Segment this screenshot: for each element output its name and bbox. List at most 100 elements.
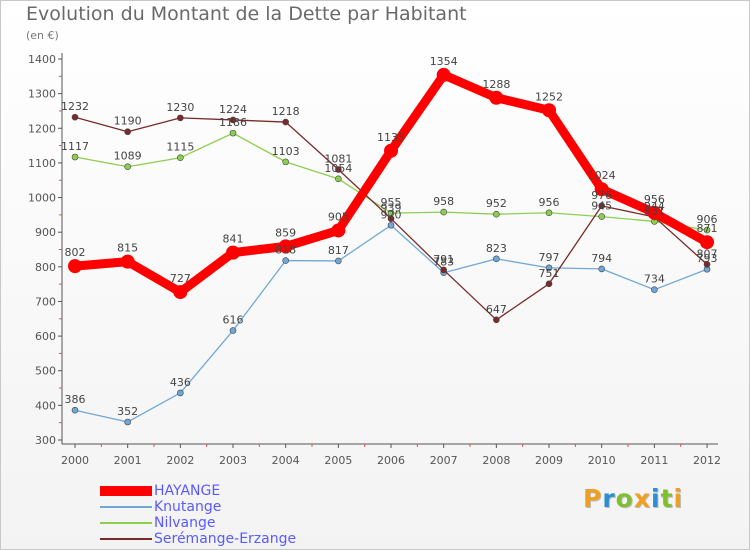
data-point (335, 175, 342, 183)
data-point (440, 208, 447, 216)
data-point (700, 235, 715, 250)
data-label: 871 (697, 222, 718, 235)
data-point (598, 265, 606, 273)
data-label: 802 (65, 246, 86, 259)
data-point (282, 158, 289, 166)
x-tick-label: 2003 (219, 454, 247, 467)
data-point (177, 154, 184, 162)
data-point (542, 103, 557, 118)
logo-letter: o (615, 484, 634, 513)
logo-letter: i (673, 484, 684, 513)
data-label: 386 (65, 393, 86, 406)
data-label: 976 (591, 189, 612, 202)
logo-letter: P (583, 484, 603, 513)
data-point (545, 280, 553, 288)
data-point (124, 128, 131, 136)
data-point (120, 254, 135, 269)
data-point (489, 90, 504, 105)
data-label: 931 (644, 204, 665, 217)
data-point (278, 239, 293, 254)
data-point (229, 129, 237, 137)
data-point (387, 221, 395, 229)
data-point (335, 257, 342, 265)
logo-letter: t (660, 484, 674, 513)
data-point (436, 67, 451, 82)
data-point (282, 257, 289, 264)
x-tick-label: 2000 (61, 454, 89, 467)
data-label: 1230 (166, 101, 194, 114)
data-point (335, 166, 342, 173)
data-label: 1115 (166, 141, 194, 154)
x-tick-label: 2008 (482, 454, 510, 467)
data-label: 793 (697, 252, 718, 265)
data-point (173, 285, 188, 300)
data-point (651, 286, 658, 293)
data-label: 797 (539, 251, 560, 264)
data-label: 956 (539, 196, 560, 209)
data-label: 920 (381, 208, 402, 221)
data-label: 1190 (114, 115, 142, 128)
logo-letter: i (651, 484, 661, 513)
legend-label: Serémange-Erzange (154, 531, 297, 547)
data-point (594, 182, 609, 197)
proxiti-logo: Proxiti (583, 484, 683, 513)
data-point (177, 114, 184, 122)
legend-swatch (100, 506, 152, 508)
data-point (598, 213, 606, 220)
data-point (229, 116, 237, 124)
data-label: 1089 (114, 150, 142, 163)
data-label: 734 (644, 273, 665, 286)
data-label: 647 (486, 303, 507, 316)
y-tick-label: 400 (35, 399, 56, 412)
legend-label: HAYANGE (154, 483, 221, 499)
data-label: 905 (328, 210, 349, 223)
x-tick-label: 2006 (377, 454, 405, 467)
data-label: 906 (697, 213, 718, 226)
data-label: 1252 (535, 90, 563, 103)
data-label: 727 (170, 272, 191, 285)
data-label: 751 (539, 267, 560, 280)
data-point (387, 215, 395, 222)
data-point (493, 316, 500, 324)
data-label: 841 (223, 233, 244, 246)
data-point (331, 223, 346, 238)
data-point (71, 406, 79, 414)
y-tick-label: 700 (35, 295, 56, 308)
data-label: 956 (644, 193, 665, 206)
data-label: 1054 (324, 162, 352, 175)
data-point (71, 153, 79, 161)
data-label: 436 (170, 376, 191, 389)
data-label: 1186 (219, 116, 247, 129)
x-tick-label: 2010 (588, 454, 616, 467)
y-tick-label: 1100 (28, 157, 56, 170)
data-label: 1232 (61, 100, 89, 113)
data-point (229, 327, 237, 334)
data-label: 818 (275, 244, 296, 257)
data-point (226, 245, 241, 260)
data-label: 952 (486, 197, 507, 210)
y-tick-label: 1200 (28, 122, 56, 135)
data-label: 1354 (430, 55, 458, 68)
logo-letter: r (602, 484, 616, 513)
data-label: 944 (644, 200, 665, 213)
data-label: 945 (591, 200, 612, 213)
data-point (647, 205, 662, 220)
data-point (124, 418, 131, 426)
data-point (124, 163, 131, 171)
data-label: 791 (433, 253, 454, 266)
data-point (545, 209, 553, 217)
y-tick-label: 1400 (28, 53, 56, 66)
data-point (598, 202, 606, 210)
legend-swatch (100, 538, 152, 540)
data-label: 958 (433, 195, 454, 208)
data-label: 807 (697, 247, 718, 260)
data-label: 1117 (61, 140, 89, 153)
data-point (545, 264, 553, 272)
data-label: 1103 (272, 145, 300, 158)
data-point (493, 255, 500, 263)
data-point (703, 261, 711, 268)
legend-label: Knutange (154, 499, 222, 515)
data-point (71, 113, 79, 121)
